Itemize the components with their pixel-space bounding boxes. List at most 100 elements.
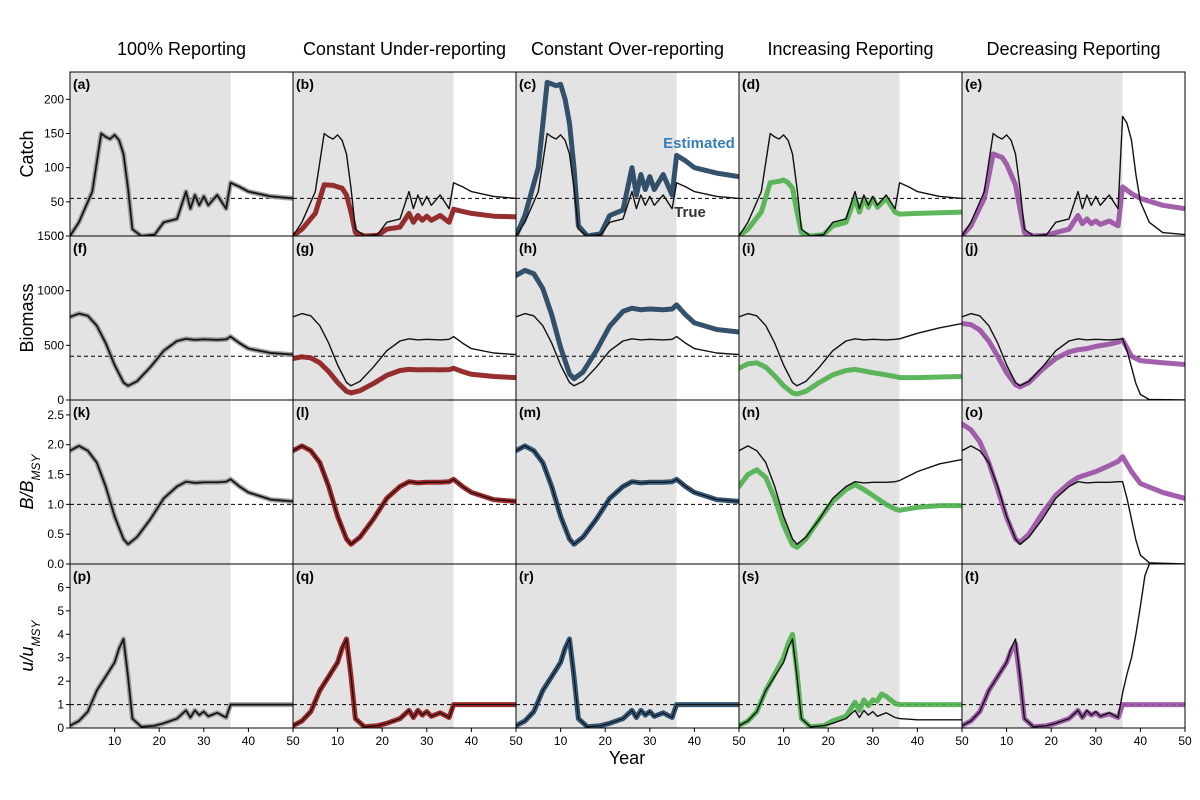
y-tick-label: 6 [57, 580, 64, 594]
x-tick-label: 30 [1089, 734, 1103, 748]
annotation-estimated: Estimated [663, 135, 735, 152]
shaded-period [739, 564, 900, 728]
true-series-line [962, 564, 1150, 728]
panel-label: (p) [73, 568, 91, 584]
row-title-uumsy: u/uMSY [17, 619, 43, 671]
panel-label: (q) [296, 568, 314, 584]
x-tick-label: 30 [643, 734, 657, 748]
shaded-period [962, 236, 1123, 400]
estimated-series-line [293, 354, 516, 396]
panel-biomass-1: (g) [292, 235, 517, 401]
shaded-period [70, 564, 231, 728]
true-series-line [516, 445, 739, 545]
x-tick-label: 20 [376, 734, 390, 748]
y-tick-label: 1.0 [47, 497, 64, 511]
panel-uumsy-0: (p) 0 1 2 3 4 5 6 10 20 30 40 50 [57, 563, 300, 748]
estimated-series-line [739, 177, 962, 236]
column-title: 100% Reporting [117, 39, 246, 59]
x-tick-label: 10 [777, 734, 791, 748]
y-tick-label: 0.0 [47, 557, 64, 571]
panel-label: (g) [296, 240, 314, 256]
x-tick-label: 50 [286, 734, 300, 748]
shaded-period [516, 564, 677, 728]
x-tick-label: 40 [688, 734, 702, 748]
true-series-line [70, 132, 293, 236]
panel-label: (o) [965, 404, 983, 420]
panel-biomass-4: (j) [961, 235, 1186, 401]
x-tick-label: 10 [331, 734, 345, 748]
panel-label: (d) [742, 76, 760, 92]
x-tick-label: 20 [153, 734, 167, 748]
panel-label: (b) [296, 76, 314, 92]
x-tick-label: 50 [955, 734, 969, 748]
panel-label: (f) [73, 240, 87, 256]
true-series-line [516, 638, 739, 728]
shaded-period [739, 72, 900, 236]
column-title: Decreasing Reporting [986, 39, 1160, 59]
panel-biomass-0: (f) 0 500 1000 1500 [37, 229, 294, 407]
shaded-period [962, 72, 1123, 236]
panel-label: (a) [73, 76, 90, 92]
y-tick-label: 1.5 [47, 468, 64, 482]
x-tick-label: 30 [197, 734, 211, 748]
panel-label: (m) [519, 404, 541, 420]
panel-label: (j) [965, 240, 978, 256]
panel-bbmsy-4: (o) [961, 399, 1186, 565]
estimated-series-line [516, 79, 739, 236]
true-series-line [70, 638, 293, 728]
y-tick-label: 5 [57, 604, 64, 618]
panel-frame [961, 563, 1186, 729]
y-tick-label: 4 [57, 627, 64, 641]
y-tick-label: 1500 [37, 229, 64, 243]
x-tick-label: 40 [911, 734, 925, 748]
true-series-line [739, 638, 962, 728]
y-tick-label: 150 [44, 127, 64, 141]
true-series-line [293, 312, 516, 387]
estimated-series-line [293, 182, 516, 236]
panel-label: (t) [965, 568, 979, 584]
panel-uumsy-4: (t) 10 20 30 40 50 [961, 563, 1192, 748]
x-tick-label: 50 [1178, 734, 1192, 748]
y-tick-label: 2.0 [47, 438, 64, 452]
y-tick-label: 100 [44, 161, 64, 175]
y-tick-label: 2.5 [47, 408, 64, 422]
x-tick-label: 20 [599, 734, 613, 748]
true-series-line [70, 445, 293, 545]
y-tick-label: 0 [57, 229, 64, 243]
y-tick-label: 200 [44, 92, 64, 106]
x-tick-label: 50 [509, 734, 523, 748]
panel-label: (i) [742, 240, 755, 256]
estimated-series-line [516, 267, 739, 382]
shaded-period [70, 72, 231, 236]
true-series-line [739, 445, 962, 545]
true-series-line [70, 312, 293, 387]
panel-catch-2: (c) [515, 71, 740, 237]
shaded-period [70, 236, 231, 400]
true-series-line [962, 312, 1185, 400]
annotation-true: True [674, 204, 706, 221]
panel-label: (k) [73, 404, 90, 420]
row-title-bbmsy: B/BMSY [17, 454, 43, 510]
x-tick-label: 30 [420, 734, 434, 748]
row-title-biomass: Biomass [17, 283, 37, 352]
panel-label: (e) [965, 76, 982, 92]
x-tick-label: 40 [242, 734, 256, 748]
panel-biomass-3: (i) [738, 235, 963, 401]
true-series-line [739, 132, 962, 236]
panel-uumsy-3: (s) 10 20 30 40 50 [738, 563, 969, 748]
y-tick-label: 500 [44, 338, 64, 352]
x-tick-label: 50 [732, 734, 746, 748]
shaded-period [293, 564, 454, 728]
shaded-period [962, 564, 1123, 728]
shaded-period [293, 236, 454, 400]
x-tick-label: 20 [822, 734, 836, 748]
panel-uumsy-2: (r) 10 20 30 40 50 [515, 563, 746, 748]
y-tick-label: 1000 [37, 284, 64, 298]
estimated-series-line [739, 631, 962, 728]
y-tick-label: 50 [51, 195, 65, 209]
x-tick-label: 10 [554, 734, 568, 748]
y-tick-label: 1 [57, 698, 64, 712]
true-series-line [516, 312, 739, 387]
panel-catch-3: (d) [738, 71, 963, 237]
